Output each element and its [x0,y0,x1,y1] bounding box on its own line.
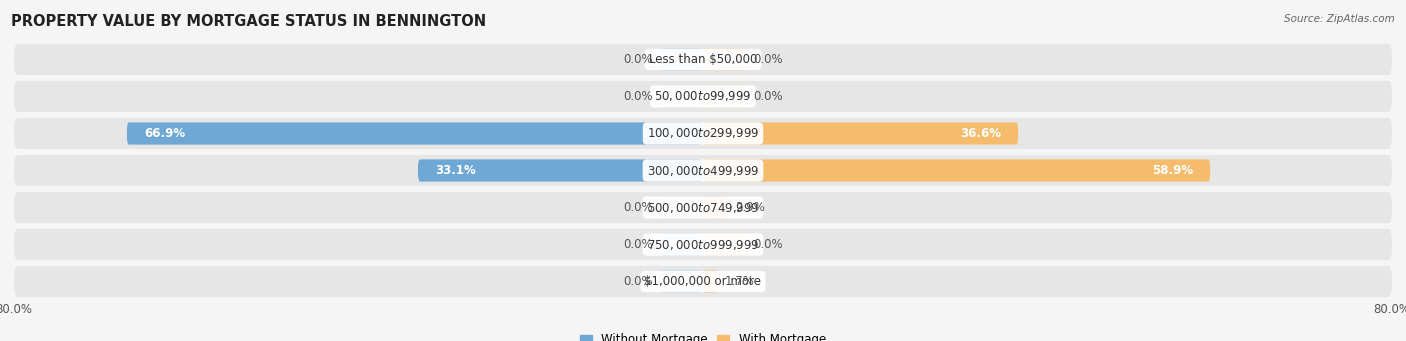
FancyBboxPatch shape [659,270,703,293]
Text: $50,000 to $99,999: $50,000 to $99,999 [654,89,752,103]
FancyBboxPatch shape [14,266,1392,297]
Text: 0.0%: 0.0% [623,90,652,103]
Text: $300,000 to $499,999: $300,000 to $499,999 [647,163,759,178]
Text: 36.6%: 36.6% [960,127,1001,140]
Text: 0.0%: 0.0% [623,201,652,214]
Text: 0.0%: 0.0% [754,53,783,66]
Text: PROPERTY VALUE BY MORTGAGE STATUS IN BENNINGTON: PROPERTY VALUE BY MORTGAGE STATUS IN BEN… [11,14,486,29]
FancyBboxPatch shape [659,85,703,107]
FancyBboxPatch shape [14,155,1392,186]
Text: 66.9%: 66.9% [143,127,186,140]
Text: $100,000 to $299,999: $100,000 to $299,999 [647,127,759,140]
FancyBboxPatch shape [14,192,1392,223]
FancyBboxPatch shape [703,85,747,107]
FancyBboxPatch shape [703,122,1018,145]
Text: $1,000,000 or more: $1,000,000 or more [644,275,762,288]
FancyBboxPatch shape [659,234,703,256]
Text: $500,000 to $749,999: $500,000 to $749,999 [647,201,759,214]
Text: 1.7%: 1.7% [724,275,755,288]
FancyBboxPatch shape [659,196,703,219]
Text: 2.9%: 2.9% [735,201,765,214]
FancyBboxPatch shape [14,229,1392,260]
FancyBboxPatch shape [703,196,728,219]
Legend: Without Mortgage, With Mortgage: Without Mortgage, With Mortgage [575,329,831,341]
Text: $750,000 to $999,999: $750,000 to $999,999 [647,238,759,252]
FancyBboxPatch shape [418,159,703,182]
Text: 58.9%: 58.9% [1152,164,1194,177]
FancyBboxPatch shape [703,270,717,293]
FancyBboxPatch shape [127,122,703,145]
FancyBboxPatch shape [14,44,1392,75]
Text: 0.0%: 0.0% [623,53,652,66]
Text: Source: ZipAtlas.com: Source: ZipAtlas.com [1284,14,1395,24]
Text: 0.0%: 0.0% [754,238,783,251]
Text: 33.1%: 33.1% [436,164,475,177]
Text: 0.0%: 0.0% [623,238,652,251]
FancyBboxPatch shape [659,48,703,71]
FancyBboxPatch shape [14,118,1392,149]
FancyBboxPatch shape [703,159,1211,182]
FancyBboxPatch shape [703,48,747,71]
Text: 0.0%: 0.0% [623,275,652,288]
FancyBboxPatch shape [14,81,1392,112]
Text: Less than $50,000: Less than $50,000 [648,53,758,66]
FancyBboxPatch shape [703,234,747,256]
Text: 0.0%: 0.0% [754,90,783,103]
